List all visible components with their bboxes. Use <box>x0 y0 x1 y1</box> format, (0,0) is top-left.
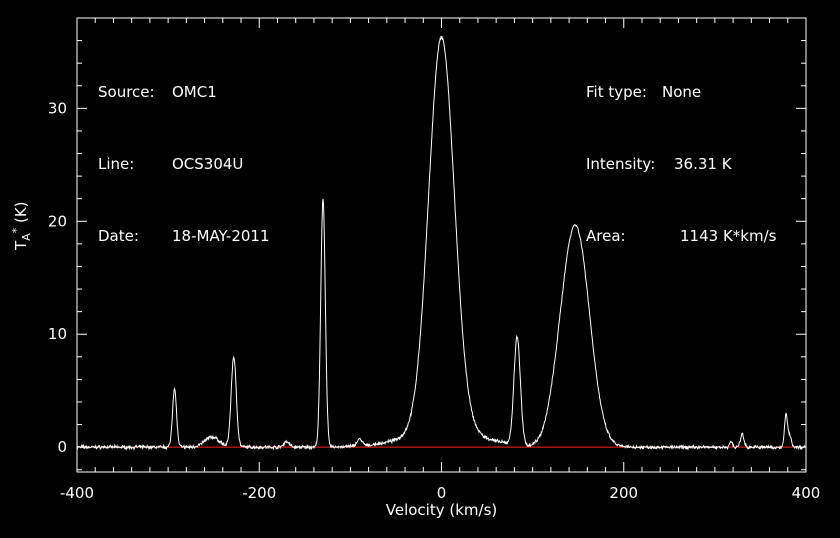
tick-labels: -400 -200 0 200 400 0 10 20 30 <box>48 99 820 502</box>
x-axis-label: Velocity (km/s) <box>386 501 497 519</box>
intensity-label: Intensity: <box>586 155 656 173</box>
axis-ticks <box>76 17 807 472</box>
x-tick-label: -200 <box>242 484 276 502</box>
x-tick-label: 200 <box>609 484 638 502</box>
y-tick-label: 10 <box>48 325 67 343</box>
y-tick-label: 30 <box>48 99 67 117</box>
date-label: Date: <box>98 227 139 245</box>
y-tick-label: 0 <box>57 438 67 456</box>
date-value: 18-MAY-2011 <box>172 227 270 245</box>
spectrum-line <box>76 35 807 451</box>
x-tick-label: -400 <box>60 484 94 502</box>
info-left: Source: OMC1 Line: OCS304U Date: 18-MAY-201… <box>98 32 270 272</box>
source-value: OMC1 <box>172 83 217 101</box>
y-tick-label: 20 <box>48 212 67 230</box>
intensity-value: 36.31 K <box>674 155 732 173</box>
line-value: OCS304U <box>172 155 244 173</box>
area-label: Area: <box>586 227 626 245</box>
info-right: Fit type: None Intensity: 36.31 K Area: 114… <box>586 32 776 272</box>
fit-type-value: None <box>662 83 702 101</box>
area-value: 1143 K*km/s <box>680 227 777 245</box>
x-tick-label: 0 <box>437 484 447 502</box>
fit-type-label: Fit type: <box>586 83 647 101</box>
y-axis-label: TA* (K) <box>10 201 33 250</box>
source-label: Source: <box>98 83 155 101</box>
line-label: Line: <box>98 155 135 173</box>
x-tick-label: 400 <box>792 484 821 502</box>
